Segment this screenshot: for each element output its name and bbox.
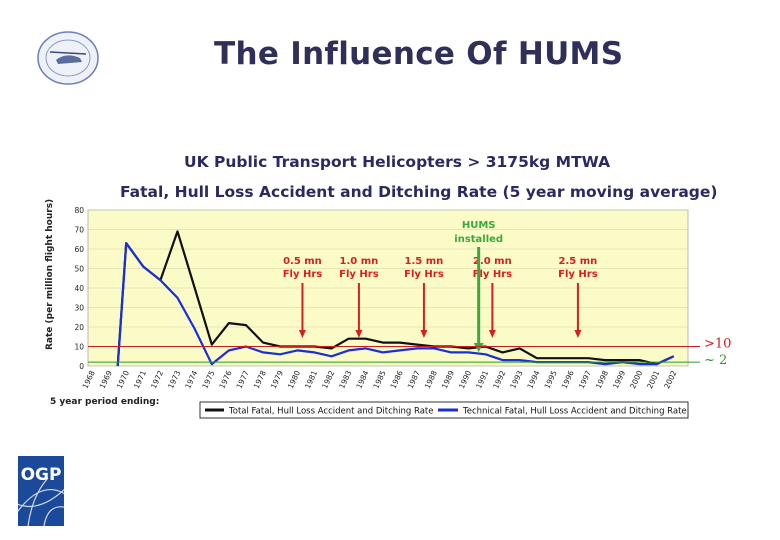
annotation-label: 1.5 mn	[405, 256, 444, 267]
y-tick-label: 10	[74, 343, 84, 352]
ogp-logo-text: OGP	[21, 465, 62, 485]
y-tick-label: 80	[74, 206, 84, 215]
x-tick-label: 2001	[645, 369, 661, 390]
ogp-logo: OGP	[18, 456, 64, 526]
x-tick-label: 1971	[132, 369, 148, 390]
x-tick-label: 1986	[389, 369, 405, 390]
annotation-arrowhead	[488, 330, 496, 338]
y-tick-label: 30	[74, 304, 84, 313]
x-tick-label: 1976	[217, 369, 233, 390]
series-line-total	[116, 230, 675, 367]
x-tick-label: 1999	[611, 369, 627, 390]
x-tick-label: 1977	[235, 369, 251, 390]
y-tick-label: 50	[74, 265, 84, 274]
x-tick-label: 2002	[662, 369, 678, 390]
annotation-arrowhead	[355, 330, 363, 338]
x-tick-label: 1988	[423, 369, 439, 390]
y-tick-label: 0	[79, 362, 84, 371]
annotation-label: Fly Hrs	[283, 269, 323, 280]
chart-subtitle: Fatal, Hull Loss Accident and Ditching R…	[120, 183, 718, 201]
legend-label-technical: Technical Fatal, Hull Loss Accident and …	[462, 407, 687, 417]
annotation-label: 2.0 mn	[473, 256, 512, 267]
annotation-label: Fly Hrs	[339, 269, 379, 280]
x-axis-label: 5 year period ending:	[50, 397, 159, 407]
x-tick-label: 1981	[303, 369, 319, 390]
annotation-arrowhead	[574, 330, 582, 338]
x-tick-label: 1990	[457, 369, 473, 390]
x-tick-label: 1970	[115, 369, 131, 390]
x-tick-label: 1996	[560, 369, 576, 390]
reference-line-label: ~ 2	[704, 353, 727, 368]
x-tick-label: 1995	[543, 369, 559, 390]
hums-arrowhead	[473, 343, 484, 352]
hums-label: installed	[454, 234, 503, 245]
x-tick-label: 1989	[440, 369, 456, 390]
x-tick-label: 1979	[269, 369, 285, 390]
x-tick-label: 1985	[371, 369, 387, 390]
x-tick-label: 1993	[508, 369, 524, 390]
x-tick-label: 1994	[525, 369, 541, 390]
y-tick-label: 60	[74, 245, 84, 254]
hums-label: HUMS	[462, 220, 496, 231]
x-tick-label: 1991	[474, 369, 490, 390]
x-tick-label: 1975	[200, 369, 216, 390]
y-tick-label: 40	[74, 284, 84, 293]
x-tick-label: 1984	[354, 369, 370, 390]
annotation-label: 1.0 mn	[340, 256, 379, 267]
annotation-label: 2.5 mn	[559, 256, 598, 267]
x-tick-label: 1992	[491, 369, 507, 390]
x-tick-label: 1998	[594, 369, 610, 390]
x-tick-label: 1983	[337, 369, 353, 390]
society-seal	[37, 31, 99, 85]
x-tick-label: 1982	[320, 369, 336, 390]
x-tick-label: 1978	[252, 369, 268, 390]
x-tick-label: 1987	[406, 369, 422, 390]
annotation-label: 0.5 mn	[283, 256, 322, 267]
reference-line-label: >10	[704, 337, 731, 352]
y-axis-label: Rate (per million flight hours)	[45, 199, 55, 350]
y-tick-label: 20	[74, 323, 84, 332]
x-tick-label: 1974	[183, 369, 199, 390]
annotation-label: Fly Hrs	[558, 269, 598, 280]
page-title: The Influence Of HUMS	[214, 36, 624, 72]
x-tick-label: 2000	[628, 369, 644, 390]
annotation-arrowhead	[298, 330, 306, 338]
annotation-label: Fly Hrs	[404, 269, 444, 280]
legend: Total Fatal, Hull Loss Accident and Ditc…	[199, 401, 689, 419]
x-tick-label: 1969	[98, 369, 114, 390]
x-tick-label: 1972	[149, 369, 165, 390]
legend-label-total: Total Fatal, Hull Loss Accident and Ditc…	[228, 407, 433, 417]
x-tick-label: 1997	[577, 369, 593, 390]
annotation-label: Fly Hrs	[473, 269, 513, 280]
helicopter-icon	[56, 55, 82, 64]
x-tick-label: 1980	[286, 369, 302, 390]
chart-title: UK Public Transport Helicopters > 3175kg…	[184, 153, 611, 171]
x-tick-label: 1973	[166, 369, 182, 390]
annotation-arrowhead	[420, 330, 428, 338]
y-tick-label: 70	[74, 226, 84, 235]
x-tick-label: 1968	[81, 369, 97, 390]
